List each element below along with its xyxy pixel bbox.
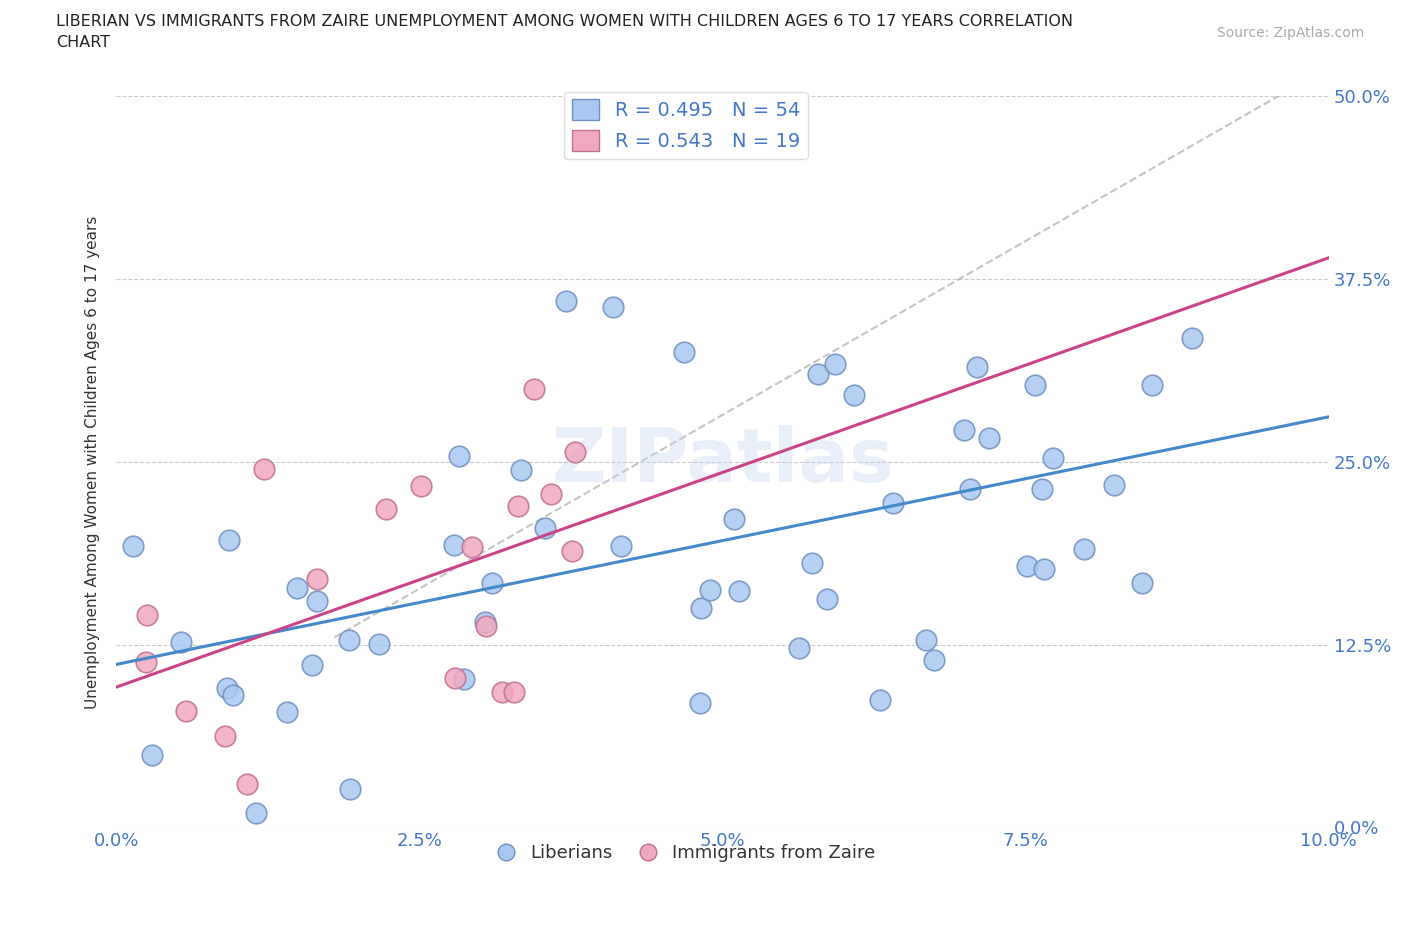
Point <box>723 512 745 527</box>
Point <box>453 671 475 686</box>
Point <box>806 366 828 381</box>
Point <box>842 388 865 403</box>
Point <box>1042 450 1064 465</box>
Point <box>444 671 467 685</box>
Point <box>337 632 360 647</box>
Point <box>1033 562 1056 577</box>
Point <box>170 634 193 649</box>
Point <box>689 696 711 711</box>
Text: LIBERIAN VS IMMIGRANTS FROM ZAIRE UNEMPLOYMENT AMONG WOMEN WITH CHILDREN AGES 6 : LIBERIAN VS IMMIGRANTS FROM ZAIRE UNEMPL… <box>56 14 1073 29</box>
Point <box>375 501 398 516</box>
Point <box>610 539 633 554</box>
Point <box>305 572 328 587</box>
Point <box>443 538 465 552</box>
Point <box>218 533 240 548</box>
Point <box>339 782 361 797</box>
Point <box>869 693 891 708</box>
Point <box>502 684 524 699</box>
Point <box>474 618 496 633</box>
Point <box>214 728 236 743</box>
Point <box>540 486 562 501</box>
Point <box>728 584 751 599</box>
Point <box>461 539 484 554</box>
Point <box>1104 477 1126 492</box>
Point <box>561 544 583 559</box>
Point <box>121 538 143 553</box>
Point <box>506 499 529 514</box>
Point <box>409 478 432 493</box>
Point <box>977 431 1000 445</box>
Point <box>1024 377 1046 392</box>
Point <box>276 704 298 719</box>
Point <box>922 652 945 667</box>
Point <box>1181 330 1204 345</box>
Text: CHART: CHART <box>56 35 110 50</box>
Point <box>491 684 513 699</box>
Point <box>914 632 936 647</box>
Point <box>305 593 328 608</box>
Point <box>1140 378 1163 392</box>
Point <box>534 521 557 536</box>
Point <box>1031 482 1053 497</box>
Point <box>285 580 308 595</box>
Point <box>787 641 810 656</box>
Point <box>555 294 578 309</box>
Point <box>447 448 470 463</box>
Point <box>176 703 198 718</box>
Point <box>689 600 711 615</box>
Point <box>699 582 721 597</box>
Point <box>509 463 531 478</box>
Point <box>966 359 988 374</box>
Text: ZIPatlas: ZIPatlas <box>551 425 894 498</box>
Point <box>824 357 846 372</box>
Point <box>1130 576 1153 591</box>
Point <box>141 748 163 763</box>
Point <box>215 681 238 696</box>
Point <box>481 576 503 591</box>
Point <box>1015 559 1038 574</box>
Point <box>221 688 243 703</box>
Point <box>236 777 259 791</box>
Point <box>882 496 904 511</box>
Point <box>368 636 391 651</box>
Y-axis label: Unemployment Among Women with Children Ages 6 to 17 years: Unemployment Among Women with Children A… <box>86 215 100 709</box>
Legend: Liberians, Immigrants from Zaire: Liberians, Immigrants from Zaire <box>491 837 882 870</box>
Point <box>602 299 624 314</box>
Point <box>815 591 838 606</box>
Point <box>523 381 546 396</box>
Text: Source: ZipAtlas.com: Source: ZipAtlas.com <box>1216 26 1364 40</box>
Point <box>564 445 586 459</box>
Point <box>301 658 323 672</box>
Point <box>1073 541 1095 556</box>
Point <box>135 607 157 622</box>
Point <box>253 461 276 476</box>
Point <box>245 805 267 820</box>
Point <box>959 481 981 496</box>
Point <box>952 423 974 438</box>
Point <box>673 344 696 359</box>
Point <box>474 615 496 630</box>
Point <box>800 556 823 571</box>
Point <box>135 655 157 670</box>
